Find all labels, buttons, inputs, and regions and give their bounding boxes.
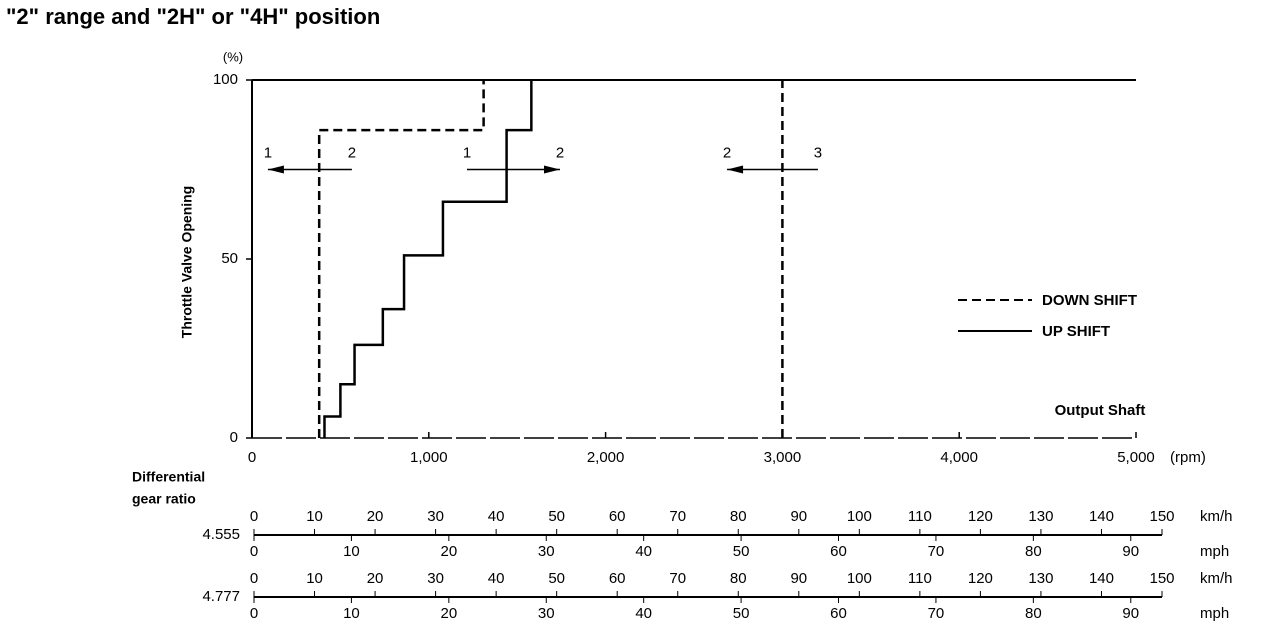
mph-tick-label: 70: [928, 605, 945, 622]
kmh-tick-label: 0: [250, 570, 258, 587]
legend-label: DOWN SHIFT: [1042, 292, 1137, 309]
kmh-tick-label: 90: [790, 508, 807, 525]
kmh-tick-label: 10: [306, 570, 323, 587]
y-unit: (%): [223, 49, 243, 64]
mph-tick-label: 60: [830, 543, 847, 560]
gear-ratio: 4.555: [202, 526, 240, 543]
shift-label: 1: [463, 144, 471, 161]
mph-tick-label: 0: [250, 543, 258, 560]
kmh-tick-label: 110: [908, 570, 932, 587]
x-axis-label: Output Shaft: [1055, 402, 1146, 419]
kmh-tick-label: 120: [968, 508, 993, 525]
x-tick-label: 0: [248, 449, 256, 466]
kmh-tick-label: 60: [609, 570, 626, 587]
kmh-tick-label: 100: [847, 570, 872, 587]
kmh-tick-label: 150: [1149, 570, 1174, 587]
mph-tick-label: 20: [440, 543, 457, 560]
x-tick-label: 2,000: [587, 449, 625, 466]
shift-label: 2: [723, 144, 731, 161]
y-tick-label: 50: [221, 250, 238, 267]
kmh-unit: km/h: [1200, 570, 1233, 587]
kmh-tick-label: 80: [730, 508, 747, 525]
kmh-tick-label: 40: [488, 508, 505, 525]
mph-tick-label: 90: [1122, 543, 1139, 560]
kmh-tick-label: 150: [1149, 508, 1174, 525]
mph-tick-label: 30: [538, 543, 555, 560]
shift-label: 3: [814, 144, 822, 161]
kmh-tick-label: 50: [548, 508, 565, 525]
arrow-head: [543, 165, 560, 174]
shift-label: 1: [264, 144, 272, 161]
mph-tick-label: 40: [635, 605, 652, 622]
mph-tick-label: 40: [635, 543, 652, 560]
kmh-tick-label: 140: [1089, 508, 1114, 525]
kmh-tick-label: 90: [790, 570, 807, 587]
kmh-tick-label: 40: [488, 570, 505, 587]
mph-tick-label: 90: [1122, 605, 1139, 622]
kmh-tick-label: 30: [427, 508, 444, 525]
x-tick-label: 1,000: [410, 449, 448, 466]
mph-tick-label: 10: [343, 605, 360, 622]
kmh-tick-label: 120: [968, 570, 993, 587]
kmh-tick-label: 70: [669, 570, 686, 587]
shift-label: 2: [348, 144, 356, 161]
arrow-head: [267, 165, 284, 174]
kmh-tick-label: 10: [306, 508, 323, 525]
kmh-tick-label: 50: [548, 570, 565, 587]
mph-unit: mph: [1200, 543, 1229, 560]
x-tick-label: 4,000: [940, 449, 978, 466]
scale-title: gear ratio: [132, 491, 196, 507]
kmh-tick-label: 30: [427, 570, 444, 587]
kmh-tick-label: 20: [367, 570, 384, 587]
y-axis-label: Throttle Valve Opening: [179, 186, 195, 338]
shift-label: 2: [556, 144, 564, 161]
mph-tick-label: 30: [538, 605, 555, 622]
gear-ratio: 4.777: [202, 588, 240, 605]
y-tick-label: 100: [213, 71, 238, 88]
mph-tick-label: 60: [830, 605, 847, 622]
x-tick-label: 3,000: [764, 449, 802, 466]
mph-tick-label: 0: [250, 605, 258, 622]
mph-tick-label: 10: [343, 543, 360, 560]
kmh-tick-label: 0: [250, 508, 258, 525]
kmh-tick-label: 80: [730, 570, 747, 587]
mph-tick-label: 50: [733, 543, 750, 560]
mph-tick-label: 20: [440, 605, 457, 622]
mph-tick-label: 80: [1025, 543, 1042, 560]
x-tick-label: 5,000: [1117, 449, 1155, 466]
chart-title: "2" range and "2H" or "4H" position: [6, 4, 380, 29]
x-unit: (rpm): [1170, 449, 1206, 466]
kmh-tick-label: 110: [908, 508, 932, 525]
kmh-tick-label: 70: [669, 508, 686, 525]
kmh-tick-label: 130: [1028, 508, 1053, 525]
kmh-tick-label: 100: [847, 508, 872, 525]
series-line: [317, 80, 784, 438]
arrow-head: [727, 165, 744, 174]
mph-tick-label: 50: [733, 605, 750, 622]
kmh-tick-label: 60: [609, 508, 626, 525]
scale-title: Differential: [132, 469, 205, 485]
kmh-unit: km/h: [1200, 508, 1233, 525]
kmh-tick-label: 20: [367, 508, 384, 525]
mph-tick-label: 80: [1025, 605, 1042, 622]
kmh-tick-label: 130: [1028, 570, 1053, 587]
series-line: [323, 80, 533, 438]
legend-label: UP SHIFT: [1042, 323, 1110, 340]
mph-unit: mph: [1200, 605, 1229, 622]
y-tick-label: 0: [230, 429, 238, 446]
mph-tick-label: 70: [928, 543, 945, 560]
kmh-tick-label: 140: [1089, 570, 1114, 587]
